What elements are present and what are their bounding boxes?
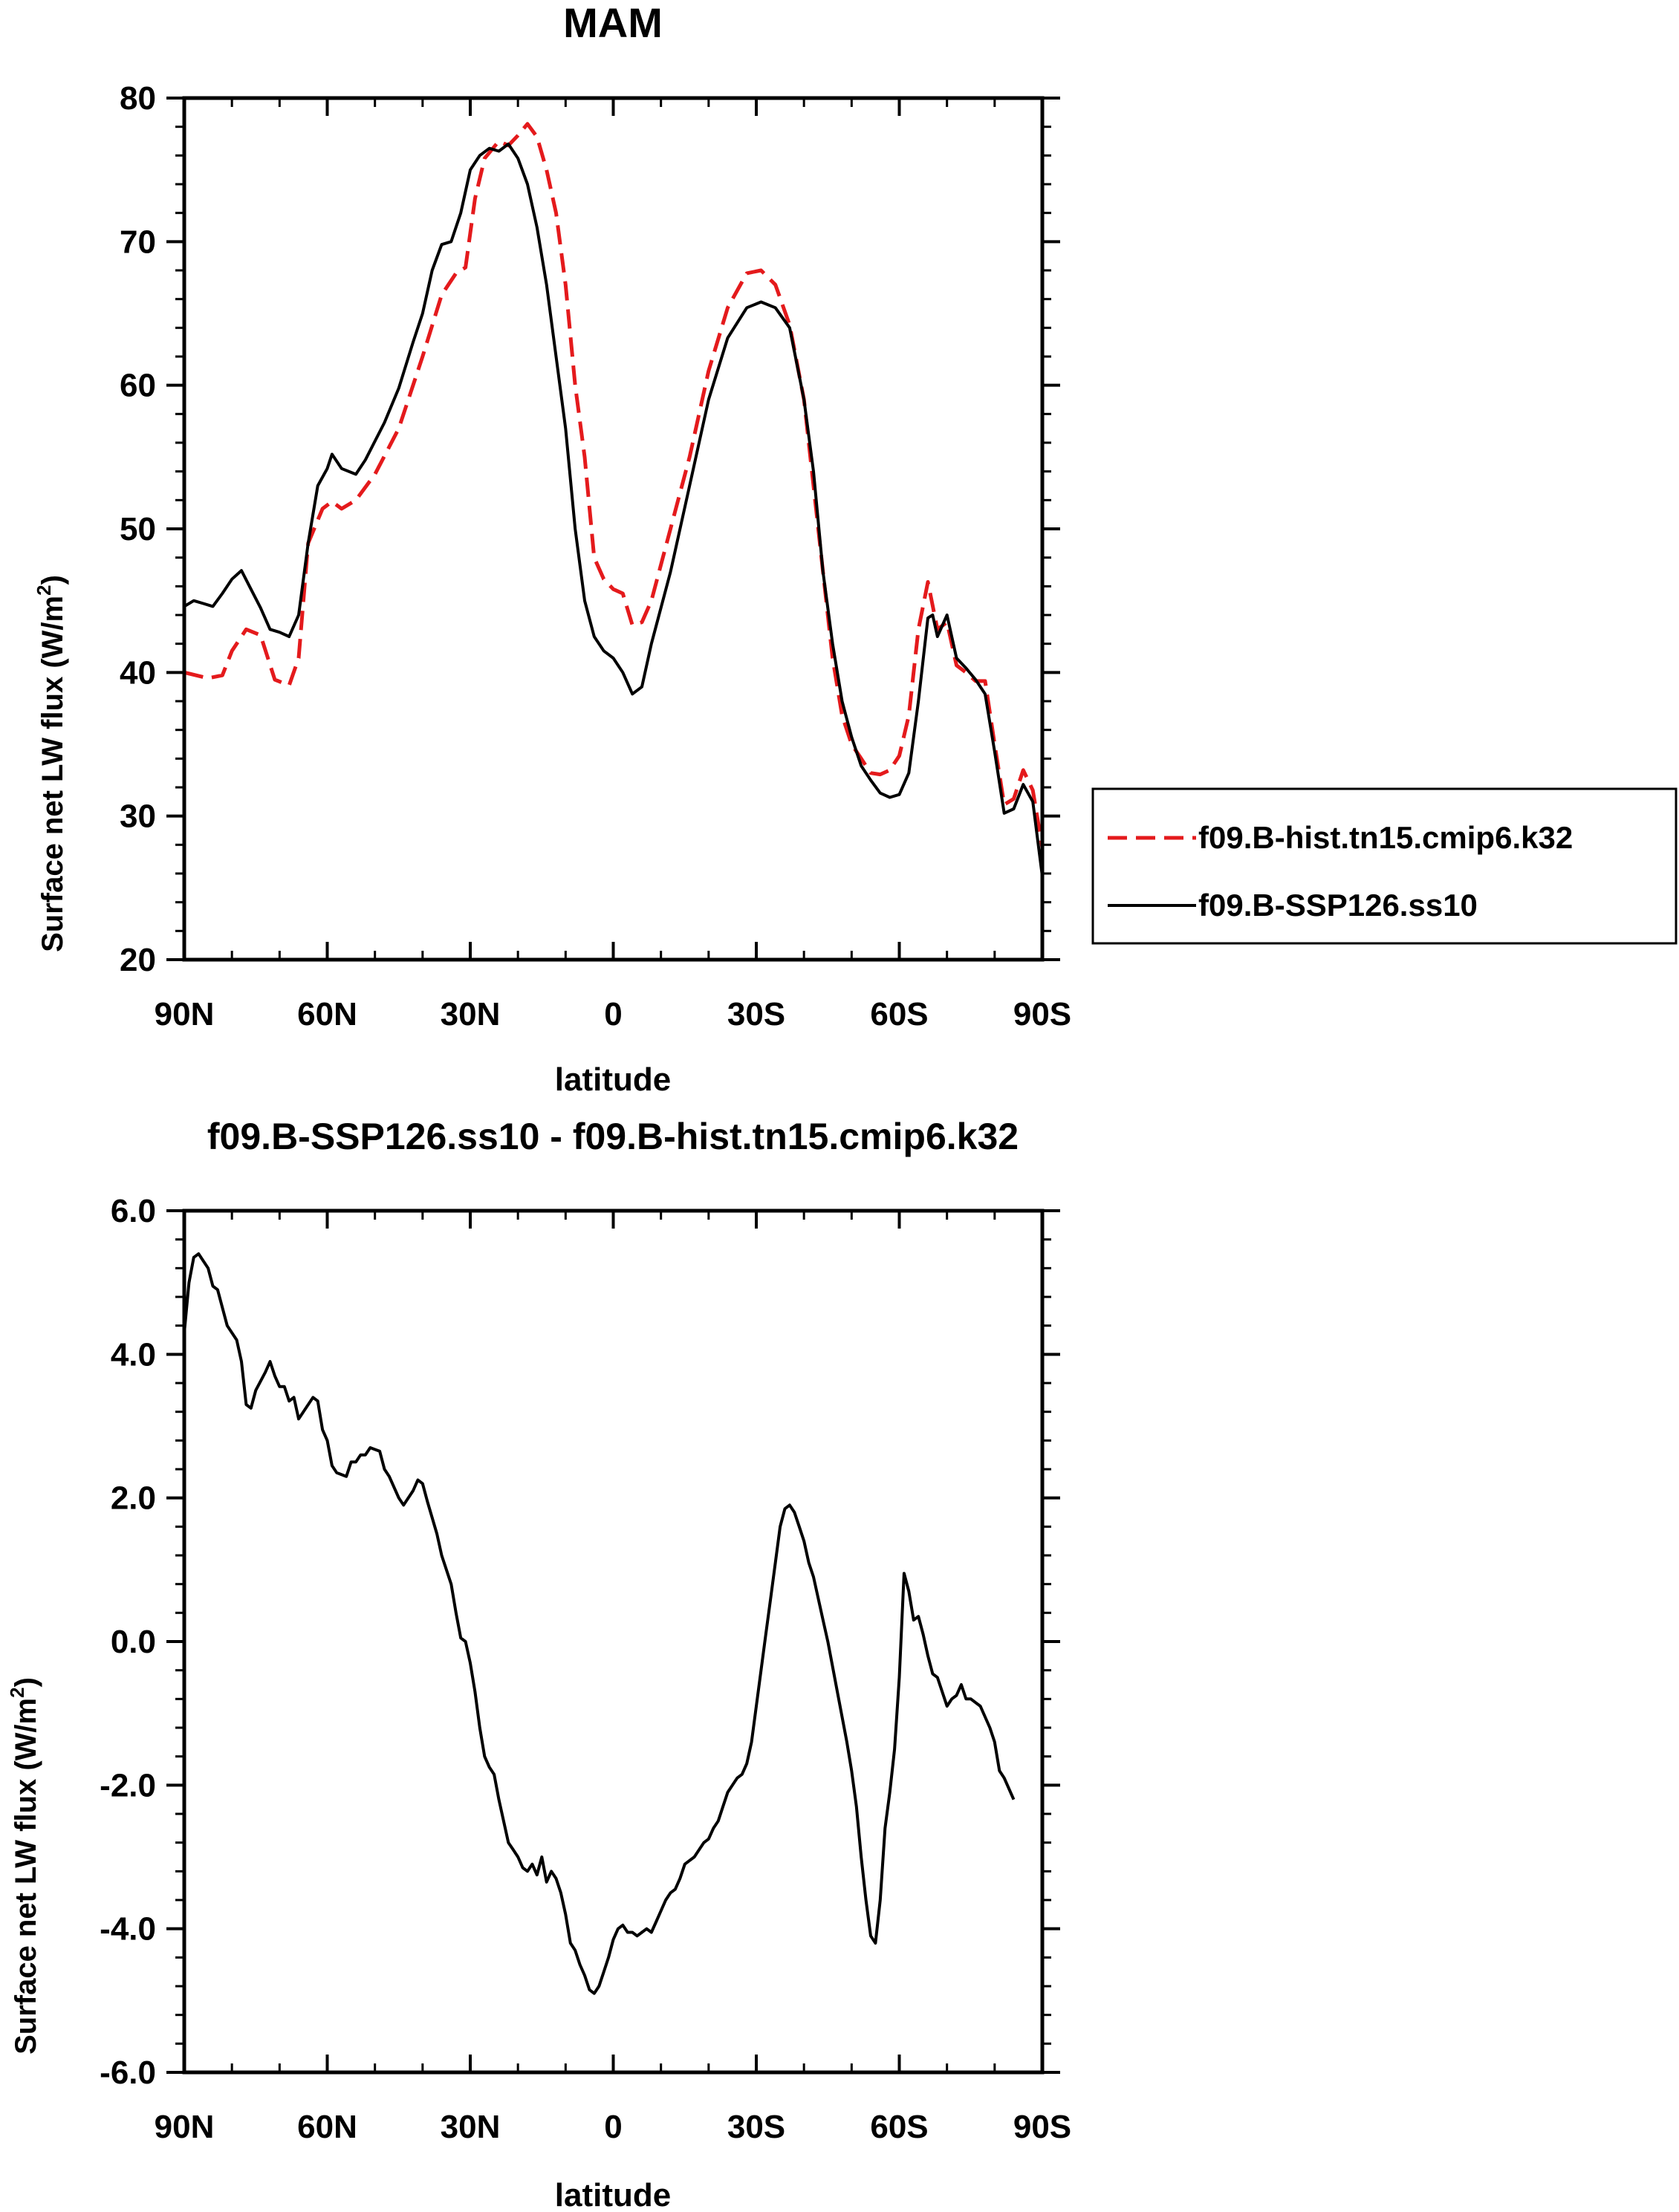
- bottom-axis-ticks: 90N 60N 30N 0 30S 60S 90S -6.0 -4.0 -2.0 0.0 2.0 4.0…: [100, 1193, 1071, 2145]
- top-x-tick-label: 60N: [297, 996, 357, 1032]
- top-y-tick-label: 20: [120, 942, 156, 978]
- top-chart-title: MAM: [563, 0, 663, 46]
- top-y-axis-label-superscript: 2: [33, 585, 55, 595]
- top-x-tick-label: 30N: [441, 996, 501, 1032]
- bottom-panel: f09.B-SSP126.ss10 - f09.B-hist.tn15.cmip…: [6, 1116, 1071, 2212]
- bottom-x-tick-label: 0: [604, 2109, 622, 2145]
- top-x-tick-label: 30S: [727, 996, 785, 1032]
- bottom-x-tick-label: 30N: [441, 2109, 501, 2145]
- top-series-line-1: [183, 142, 1044, 877]
- top-x-axis-label: latitude: [555, 1061, 671, 1098]
- bottom-y-tick-label: -2.0: [100, 1767, 156, 1803]
- bottom-x-tick-label: 60N: [297, 2109, 357, 2145]
- bottom-y-axis-label-close: ): [10, 1677, 42, 1687]
- top-plot-frame: [182, 96, 1045, 962]
- top-y-axis-label-text: Surface net LW flux (W/m: [36, 596, 69, 952]
- bottom-y-tick-label: 6.0: [111, 1193, 156, 1229]
- svg-text:Surface net LW flux (W/m2): Surface net LW flux (W/m2): [6, 1677, 42, 2055]
- bottom-y-axis-label-superscript: 2: [6, 1687, 28, 1697]
- top-y-axis-label-close: ): [36, 575, 69, 585]
- top-x-tick-label: 60S: [870, 996, 928, 1032]
- legend-label-hist: f09.B-hist.tn15.cmip6.k32: [1198, 820, 1573, 855]
- top-axis-ticks: 90N 60N 30N 0 30S 60S 90S 20 30 40 50 60 70 80: [120, 80, 1071, 1032]
- top-x-tick-label: 90S: [1013, 996, 1071, 1032]
- top-series-line-0: [184, 122, 1045, 848]
- bottom-chart-title: f09.B-SSP126.ss10 - f09.B-hist.tn15.cmip…: [207, 1116, 1019, 1157]
- bottom-x-axis-label: latitude: [555, 2177, 671, 2212]
- bottom-y-tick-label: 2.0: [111, 1480, 156, 1517]
- bottom-plot-lines: [183, 1252, 1016, 1995]
- bottom-x-tick-label: 90N: [155, 2109, 215, 2145]
- bottom-x-tick-label: 60S: [870, 2109, 928, 2145]
- top-y-tick-label: 50: [120, 511, 156, 547]
- top-y-tick-label: 70: [120, 224, 156, 260]
- top-plot-lines: [183, 122, 1045, 877]
- top-y-tick-label: 30: [120, 798, 156, 835]
- legend-box: [1091, 787, 1678, 945]
- bottom-plot-frame: [182, 1209, 1045, 2075]
- bottom-y-tick-label: 0.0: [111, 1624, 156, 1660]
- bottom-x-tick-label: 90S: [1013, 2109, 1071, 2145]
- bottom-series-line-0: [183, 1252, 1016, 1995]
- bottom-y-tick-label: -6.0: [100, 2055, 156, 2091]
- top-legend: f09.B-hist.tn15.cmip6.k32 f09.B-SSP126.s…: [1091, 787, 1678, 945]
- top-y-tick-label: 40: [120, 654, 156, 691]
- svg-text:Surface net LW flux (W/m2): Surface net LW flux (W/m2): [33, 575, 69, 952]
- bottom-y-tick-label: 4.0: [111, 1336, 156, 1373]
- top-panel: MAM Surface net LW flux (W/m2) latitude …: [33, 0, 1678, 1098]
- top-x-tick-label: 90N: [155, 996, 215, 1032]
- top-y-axis-label: Surface net LW flux (W/m2): [33, 575, 69, 952]
- top-y-tick-label: 60: [120, 368, 156, 404]
- bottom-x-tick-label: 30S: [727, 2109, 785, 2145]
- bottom-y-axis-label: Surface net LW flux (W/m2): [6, 1677, 42, 2055]
- top-x-tick-label: 0: [604, 996, 622, 1032]
- legend-label-ssp: f09.B-SSP126.ss10: [1198, 888, 1478, 923]
- bottom-y-axis-label-text: Surface net LW flux (W/m: [10, 1698, 42, 2055]
- top-y-tick-label: 80: [120, 80, 156, 117]
- bottom-y-tick-label: -4.0: [100, 1911, 156, 1948]
